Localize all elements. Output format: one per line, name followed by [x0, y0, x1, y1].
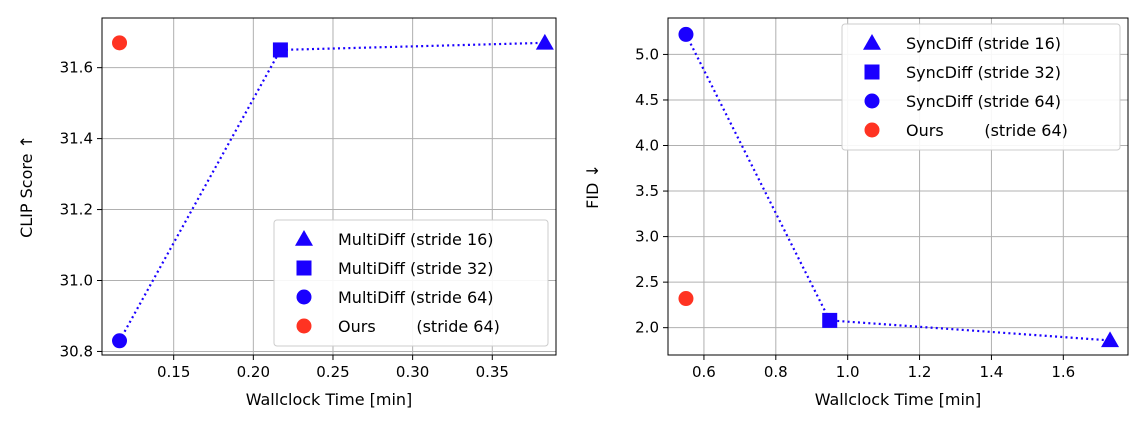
- x-axis-label: Wallclock Time [min]: [815, 390, 982, 409]
- legend-entry-label: SyncDiff (stride 32): [906, 63, 1061, 82]
- y-tick-label: 31.6: [60, 59, 93, 77]
- clip-score-chart: 0.15 0.20 0.25 0.30 0.35 30.8 31.0 31.2 31.4 31.6…: [17, 17, 557, 409]
- y-tick-label: 5.0: [635, 45, 659, 63]
- legend-entry-label: MultiDiff (stride 16): [338, 230, 494, 249]
- x-tick-label: 0.30: [396, 363, 429, 381]
- x-tick-label: 0.15: [157, 363, 190, 381]
- square-data-point: [822, 312, 838, 328]
- y-tick-label: 4.0: [635, 137, 659, 155]
- x-tick-label: 1.4: [980, 363, 1004, 381]
- x-tick-label: 0.6: [692, 363, 716, 381]
- x-tick-label: 0.35: [476, 363, 509, 381]
- x-tick-label: 0.20: [237, 363, 270, 381]
- y-tick-label: 30.8: [60, 342, 93, 360]
- legend-square-marker: [296, 260, 312, 276]
- connector-line: [118, 41, 545, 342]
- legend-entry-label: SyncDiff (stride 64): [906, 92, 1061, 111]
- legend-triangle-marker: [863, 34, 881, 50]
- x-tick-label: 1.0: [836, 363, 860, 381]
- square-data-point: [272, 42, 288, 58]
- legend-circle-marker: [864, 93, 880, 109]
- x-tick-label: 0.25: [316, 363, 349, 381]
- triangle-data-point: [1101, 331, 1120, 348]
- legend-circle-marker: [864, 122, 880, 138]
- x-axis-label: Wallclock Time [min]: [246, 390, 413, 409]
- y-axis-label: FID ↓: [583, 164, 602, 209]
- circle-data-point: [112, 333, 128, 349]
- fid-chart: 0.6 0.8 1.0 1.2 1.4 1.62.02.53.03.54.04.55.0 …: [583, 17, 1129, 409]
- y-tick-label: 2.5: [635, 273, 659, 291]
- x-tick-label: 0.8: [764, 363, 788, 381]
- y-axis-label: CLIP Score ↑: [17, 135, 36, 238]
- y-tick-label: 3.5: [635, 182, 659, 200]
- legend: SyncDiff (stride 16) SyncDiff (stride 32)…: [841, 23, 1121, 151]
- circle-data-point: [678, 291, 694, 307]
- x-tick-label: 1.2: [908, 363, 932, 381]
- legend-entry-label: Ours (stride 64): [906, 121, 1068, 140]
- legend-box: [273, 219, 549, 347]
- y-tick-label: 4.5: [635, 91, 659, 109]
- legend-entry-label: Ours (stride 64): [338, 317, 500, 336]
- legend-square-marker: [864, 64, 880, 80]
- legend-entry-label: MultiDiff (stride 32): [338, 259, 494, 278]
- plot-frame: [101, 17, 557, 356]
- plot-frame: [667, 17, 1129, 356]
- legend-circle-marker: [296, 318, 312, 334]
- triangle-data-point: [535, 33, 554, 50]
- legend-box: [841, 23, 1121, 151]
- circle-data-point: [678, 26, 694, 42]
- y-tick-label: 3.0: [635, 228, 659, 246]
- legend: MultiDiff (stride 16) MultiDiff (stride 3…: [273, 219, 549, 347]
- y-tick-label: 2.0: [635, 319, 659, 337]
- legend-entry-label: SyncDiff (stride 16): [906, 34, 1061, 53]
- y-tick-label: 31.0: [60, 272, 93, 290]
- legend-triangle-marker: [295, 230, 313, 246]
- legend-circle-marker: [296, 289, 312, 305]
- circle-data-point: [112, 35, 128, 51]
- y-tick-label: 31.4: [60, 130, 93, 148]
- legend-entry-label: MultiDiff (stride 64): [338, 288, 494, 307]
- x-tick-label: 1.6: [1051, 363, 1075, 381]
- y-tick-label: 31.2: [60, 201, 93, 219]
